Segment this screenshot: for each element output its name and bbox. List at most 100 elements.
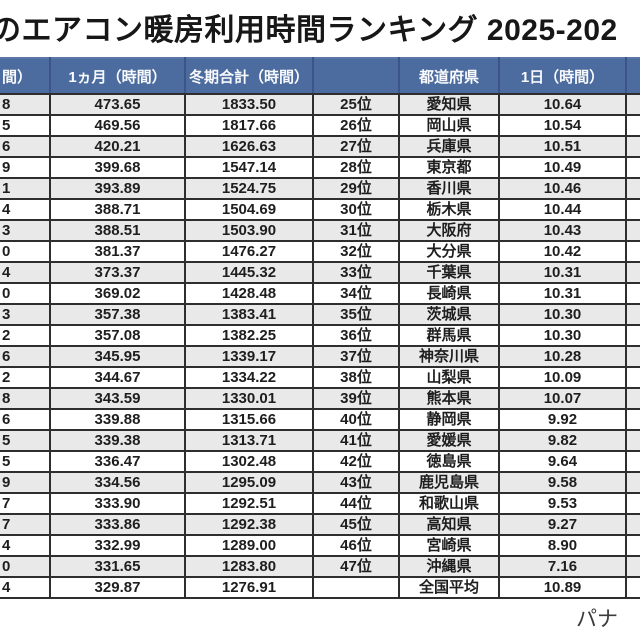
cell-day-hours: 9.64 — [498, 450, 627, 473]
cell-day-hours: 10.89 — [498, 576, 627, 599]
cell-rank: 35位 — [312, 303, 400, 326]
table-row: 4 332.99 1289.00 46位 宮崎県 8.90 — [0, 534, 640, 557]
cell-prefecture: 神奈川県 — [398, 345, 500, 368]
cell-right-overflow — [625, 366, 640, 389]
cell-day-left-fragment: 3 — [0, 303, 51, 326]
cell-prefecture: 鹿児島県 — [398, 471, 500, 494]
header-prefecture: 都道府県 — [398, 57, 500, 95]
table-row: 7 333.90 1292.51 44位 和歌山県 9.53 — [0, 492, 640, 515]
cell-day-left-fragment: 4 — [0, 198, 51, 221]
cell-right-overflow — [625, 93, 640, 116]
cell-day-left-fragment: 3 — [0, 219, 51, 242]
cell-day-left-fragment: 2 — [0, 324, 51, 347]
cell-day-left-fragment: 0 — [0, 240, 51, 263]
header-right-overflow — [625, 57, 640, 95]
cell-prefecture: 岡山県 — [398, 114, 500, 137]
table-row: 5 469.56 1817.66 26位 岡山県 10.54 — [0, 114, 640, 137]
cell-winter-total-hours: 1504.69 — [184, 198, 314, 221]
cell-day-hours: 10.31 — [498, 261, 627, 284]
cell-prefecture: 東京都 — [398, 156, 500, 179]
cell-prefecture: 熊本県 — [398, 387, 500, 410]
cell-day-left-fragment: 9 — [0, 156, 51, 179]
cell-day-left-fragment: 4 — [0, 261, 51, 284]
table-row: 2 357.08 1382.25 36位 群馬県 10.30 — [0, 324, 640, 347]
cell-right-overflow — [625, 240, 640, 263]
cell-day-hours: 9.82 — [498, 429, 627, 452]
cell-right-overflow — [625, 534, 640, 557]
cell-winter-total-hours: 1292.51 — [184, 492, 314, 515]
table-row: 5 339.38 1313.71 41位 愛媛県 9.82 — [0, 429, 640, 452]
cell-winter-total-hours: 1503.90 — [184, 219, 314, 242]
cell-prefecture: 栃木県 — [398, 198, 500, 221]
cell-right-overflow — [625, 156, 640, 179]
cell-rank: 27位 — [312, 135, 400, 158]
cell-day-hours: 10.09 — [498, 366, 627, 389]
cell-rank: 33位 — [312, 261, 400, 284]
cell-day-hours: 9.92 — [498, 408, 627, 431]
cell-rank: 29位 — [312, 177, 400, 200]
table-row: 6 420.21 1626.63 27位 兵庫県 10.51 — [0, 135, 640, 158]
cell-prefecture: 長崎県 — [398, 282, 500, 305]
cell-prefecture: 和歌山県 — [398, 492, 500, 515]
cell-month-hours: 399.68 — [49, 156, 186, 179]
ranking-table-body: 8 473.65 1833.50 25位 愛知県 10.64 5 469.56 1817.66 2… — [0, 93, 640, 599]
table-row: 4 388.71 1504.69 30位 栃木県 10.44 — [0, 198, 640, 221]
cell-winter-total-hours: 1302.48 — [184, 450, 314, 473]
cell-winter-total-hours: 1295.09 — [184, 471, 314, 494]
cell-month-hours: 344.67 — [49, 366, 186, 389]
cell-right-overflow — [625, 219, 640, 242]
source-caption-fragment: パナ — [576, 608, 618, 631]
cell-prefecture: 兵庫県 — [398, 135, 500, 158]
header-row: 間） 1ヵ月（時間） 冬期合計（時間） 都道府県 1日（時間） — [0, 57, 640, 95]
cell-rank: 40位 — [312, 408, 400, 431]
cell-day-left-fragment: 0 — [0, 282, 51, 305]
page-title: のエアコン暖房利用時間ランキング 2025-202 — [0, 14, 618, 47]
table-row: 4 373.37 1445.32 33位 千葉県 10.31 — [0, 261, 640, 284]
cell-prefecture: 宮崎県 — [398, 534, 500, 557]
cell-day-hours: 10.51 — [498, 135, 627, 158]
table-row: 9 399.68 1547.14 28位 東京都 10.49 — [0, 156, 640, 179]
cell-day-hours: 9.27 — [498, 513, 627, 536]
cell-rank: 34位 — [312, 282, 400, 305]
cell-day-left-fragment: 6 — [0, 408, 51, 431]
table-row: 1 393.89 1524.75 29位 香川県 10.46 — [0, 177, 640, 200]
table-row: 0 369.02 1428.48 34位 長崎県 10.31 — [0, 282, 640, 305]
cell-day-hours: 10.31 — [498, 282, 627, 305]
cell-winter-total-hours: 1289.00 — [184, 534, 314, 557]
cell-day-hours: 9.53 — [498, 492, 627, 515]
cell-rank: 41位 — [312, 429, 400, 452]
cell-winter-total-hours: 1330.01 — [184, 387, 314, 410]
cell-month-hours: 345.95 — [49, 345, 186, 368]
cell-winter-total-hours: 1428.48 — [184, 282, 314, 305]
cell-month-hours: 393.89 — [49, 177, 186, 200]
cell-month-hours: 329.87 — [49, 576, 186, 599]
header-month-hours: 1ヵ月（時間） — [49, 57, 186, 95]
cell-month-hours: 333.86 — [49, 513, 186, 536]
cell-day-hours: 7.16 — [498, 555, 627, 578]
cell-rank: 30位 — [312, 198, 400, 221]
table-row: 8 343.59 1330.01 39位 熊本県 10.07 — [0, 387, 640, 410]
cell-winter-total-hours: 1817.66 — [184, 114, 314, 137]
cell-day-left-fragment: 8 — [0, 387, 51, 410]
cell-month-hours: 339.88 — [49, 408, 186, 431]
header-day-hours: 1日（時間） — [498, 57, 627, 95]
cell-day-hours: 10.30 — [498, 303, 627, 326]
cell-month-hours: 357.38 — [49, 303, 186, 326]
cell-winter-total-hours: 1315.66 — [184, 408, 314, 431]
cell-month-hours: 333.90 — [49, 492, 186, 515]
cell-prefecture: 徳島県 — [398, 450, 500, 473]
cell-month-hours: 473.65 — [49, 93, 186, 116]
table-row: 0 381.37 1476.27 32位 大分県 10.42 — [0, 240, 640, 263]
cell-prefecture: 全国平均 — [398, 576, 500, 599]
cell-winter-total-hours: 1524.75 — [184, 177, 314, 200]
cell-day-hours: 10.28 — [498, 345, 627, 368]
cell-prefecture: 高知県 — [398, 513, 500, 536]
cell-right-overflow — [625, 198, 640, 221]
ranking-table: 間） 1ヵ月（時間） 冬期合計（時間） 都道府県 1日（時間） 8 473.65 1… — [0, 57, 640, 599]
cell-month-hours: 388.51 — [49, 219, 186, 242]
cell-day-left-fragment: 4 — [0, 534, 51, 557]
table-row: 3 388.51 1503.90 31位 大阪府 10.43 — [0, 219, 640, 242]
cell-day-left-fragment: 7 — [0, 513, 51, 536]
table-row: 6 345.95 1339.17 37位 神奈川県 10.28 — [0, 345, 640, 368]
cell-day-left-fragment: 0 — [0, 555, 51, 578]
